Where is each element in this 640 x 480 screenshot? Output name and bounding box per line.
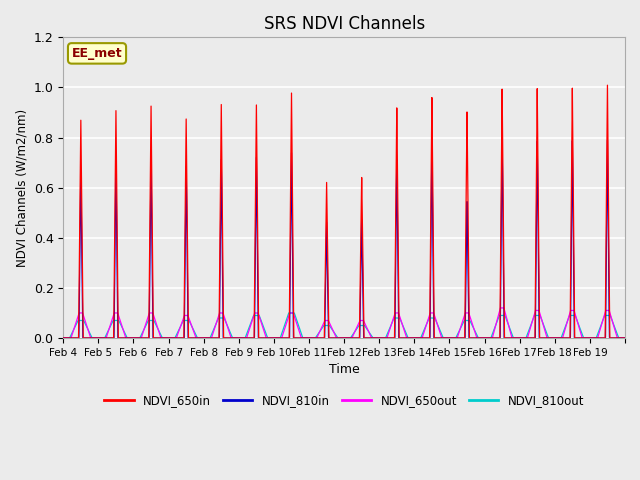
Text: EE_met: EE_met (72, 47, 122, 60)
X-axis label: Time: Time (329, 363, 360, 376)
Legend: NDVI_650in, NDVI_810in, NDVI_650out, NDVI_810out: NDVI_650in, NDVI_810in, NDVI_650out, NDV… (99, 389, 589, 411)
Y-axis label: NDVI Channels (W/m2/nm): NDVI Channels (W/m2/nm) (15, 108, 28, 267)
Title: SRS NDVI Channels: SRS NDVI Channels (264, 15, 425, 33)
